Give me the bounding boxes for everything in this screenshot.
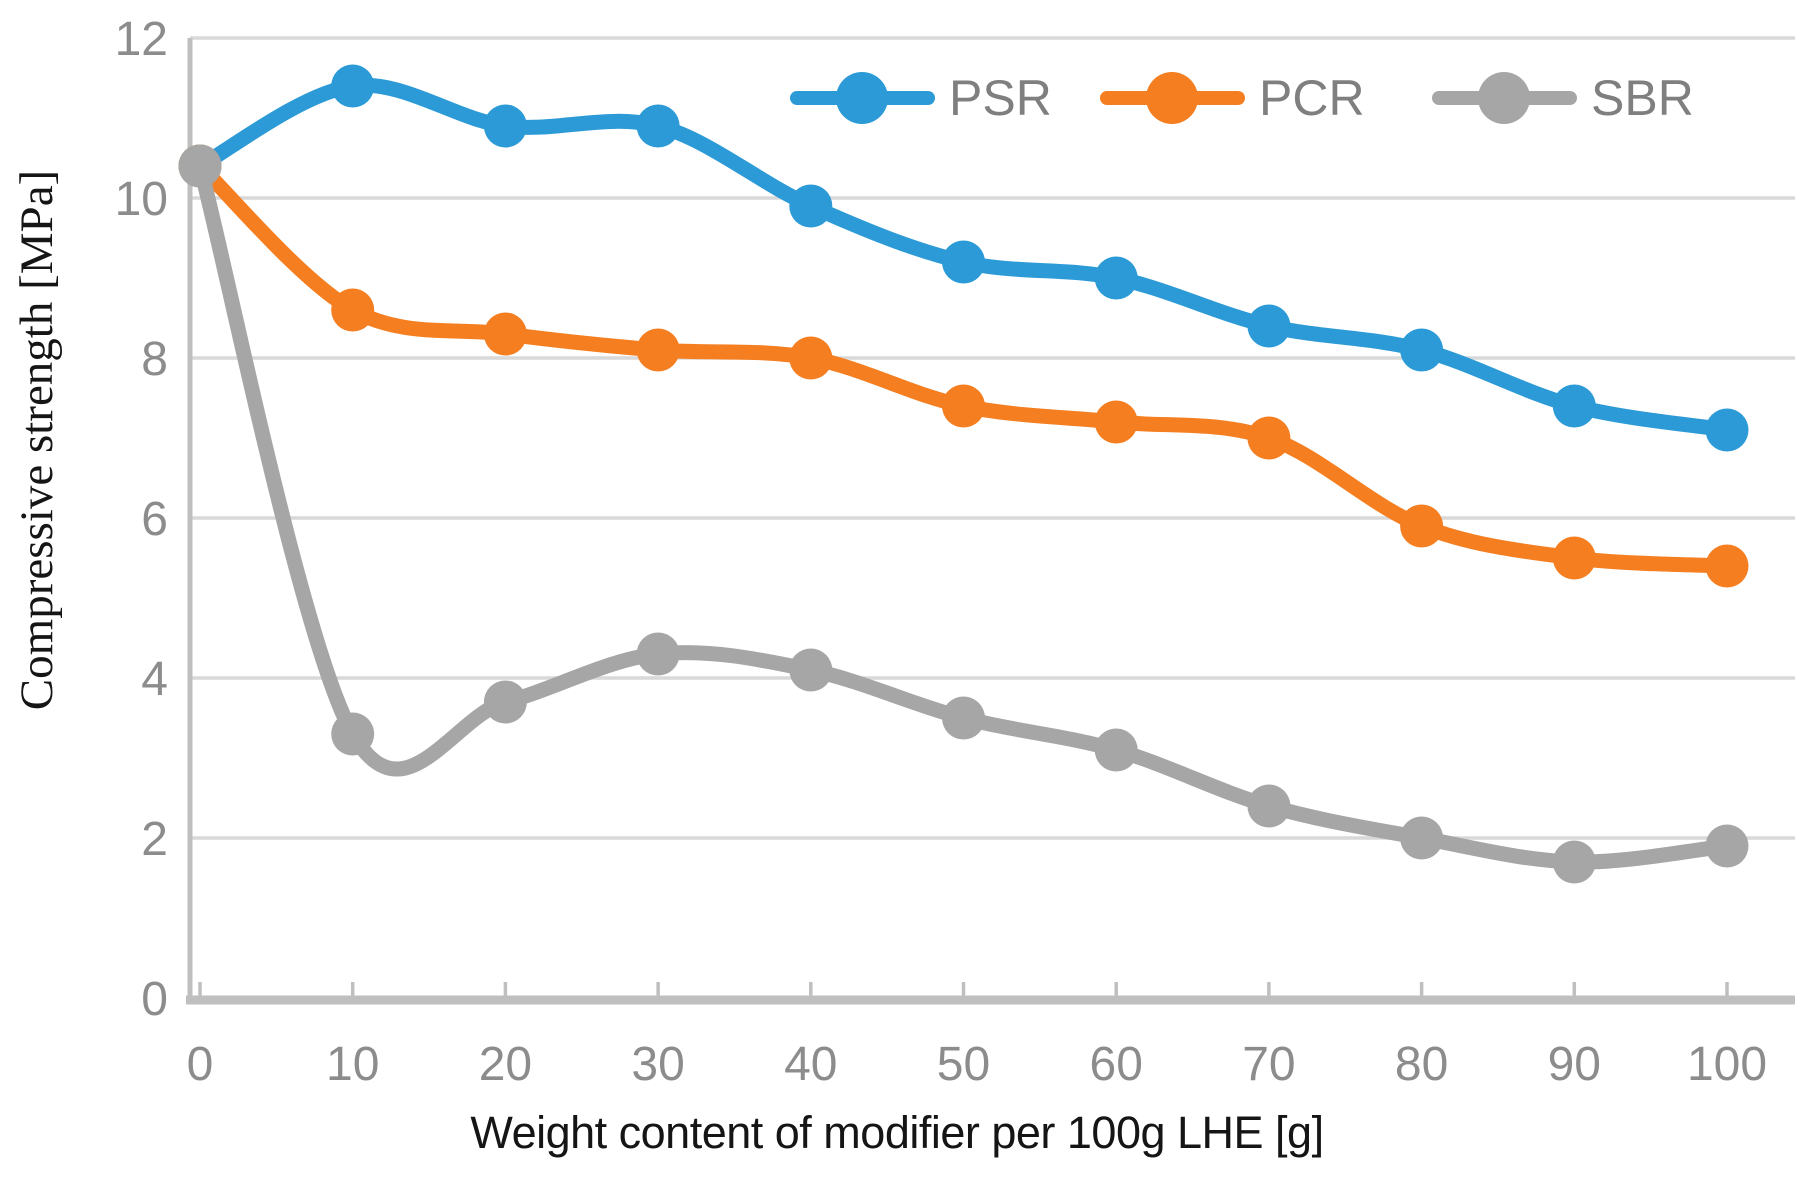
data-point-pcr-x70 bbox=[1247, 416, 1291, 460]
legend-item-psr: PSR bbox=[790, 70, 1052, 126]
data-point-pcr-x50 bbox=[942, 384, 985, 428]
data-point-psr-x100 bbox=[1705, 408, 1749, 452]
data-point-pcr-x100 bbox=[1705, 544, 1749, 588]
data-point-pcr-x40 bbox=[789, 336, 833, 380]
data-point-pcr-x90 bbox=[1552, 536, 1596, 580]
data-point-sbr-x0 bbox=[178, 144, 222, 188]
data-point-sbr-x30 bbox=[636, 632, 680, 676]
x-tick-label-20: 20 bbox=[479, 1038, 532, 1091]
data-point-psr-x90 bbox=[1552, 384, 1596, 428]
y-tick-label-12: 12 bbox=[115, 13, 168, 66]
data-point-psr-x60 bbox=[1094, 256, 1138, 300]
data-point-psr-x20 bbox=[483, 104, 527, 148]
legend-label-psr: PSR bbox=[949, 70, 1052, 126]
y-tick-label-0: 0 bbox=[141, 973, 168, 1026]
data-point-sbr-x20 bbox=[483, 680, 527, 724]
data-point-psr-x30 bbox=[636, 104, 680, 148]
y-axis-title: Compressive strength [MPa] bbox=[11, 169, 63, 711]
series-psr bbox=[178, 64, 1749, 452]
data-point-sbr-x100 bbox=[1705, 824, 1749, 868]
x-tick-label-50: 50 bbox=[937, 1038, 990, 1091]
x-tick-label-60: 60 bbox=[1090, 1038, 1143, 1091]
data-point-psr-x10 bbox=[331, 64, 375, 108]
data-point-pcr-x80 bbox=[1400, 504, 1444, 548]
series-pcr bbox=[178, 144, 1749, 588]
data-point-pcr-x30 bbox=[636, 328, 680, 372]
data-point-pcr-x20 bbox=[483, 312, 527, 356]
x-axis-title: Weight content of modifier per 100g LHE … bbox=[470, 1107, 1324, 1158]
y-tick-label-4: 4 bbox=[141, 653, 168, 706]
x-tick-label-90: 90 bbox=[1548, 1038, 1601, 1091]
data-point-pcr-x10 bbox=[331, 288, 375, 332]
data-point-psr-x50 bbox=[942, 240, 985, 284]
data-point-sbr-x90 bbox=[1552, 840, 1596, 884]
x-tick-label-70: 70 bbox=[1242, 1038, 1295, 1091]
data-point-psr-x70 bbox=[1247, 304, 1291, 348]
legend-marker-pcr bbox=[1100, 72, 1245, 124]
data-point-psr-x80 bbox=[1400, 328, 1444, 372]
x-tick-label-40: 40 bbox=[784, 1038, 837, 1091]
data-point-sbr-x50 bbox=[942, 696, 985, 740]
legend-label-pcr: PCR bbox=[1259, 70, 1365, 126]
series-sbr bbox=[178, 144, 1749, 884]
x-tick-label-10: 10 bbox=[326, 1038, 379, 1091]
data-point-pcr-x60 bbox=[1094, 400, 1138, 444]
x-tick-label-30: 30 bbox=[631, 1038, 684, 1091]
data-point-sbr-x40 bbox=[789, 648, 833, 692]
x-tick-label-0: 0 bbox=[187, 1038, 214, 1091]
data-point-sbr-x60 bbox=[1094, 728, 1138, 772]
series-line-pcr bbox=[192, 158, 1735, 574]
legend-marker-psr bbox=[790, 72, 935, 124]
data-point-psr-x40 bbox=[789, 184, 833, 228]
legend-marker-sbr bbox=[1432, 72, 1577, 124]
y-tick-label-8: 8 bbox=[141, 333, 168, 386]
data-point-sbr-x80 bbox=[1400, 816, 1444, 860]
data-point-sbr-x70 bbox=[1247, 784, 1291, 828]
y-tick-label-6: 6 bbox=[141, 493, 168, 546]
y-tick-label-2: 2 bbox=[141, 813, 168, 866]
data-point-sbr-x10 bbox=[331, 712, 375, 756]
x-tick-label-100: 100 bbox=[1687, 1038, 1767, 1091]
legend-item-pcr: PCR bbox=[1100, 70, 1365, 126]
legend-label-sbr: SBR bbox=[1591, 70, 1694, 126]
y-tick-label-10: 10 bbox=[115, 173, 168, 226]
legend-item-sbr: SBR bbox=[1432, 70, 1694, 126]
x-tick-label-80: 80 bbox=[1395, 1038, 1448, 1091]
